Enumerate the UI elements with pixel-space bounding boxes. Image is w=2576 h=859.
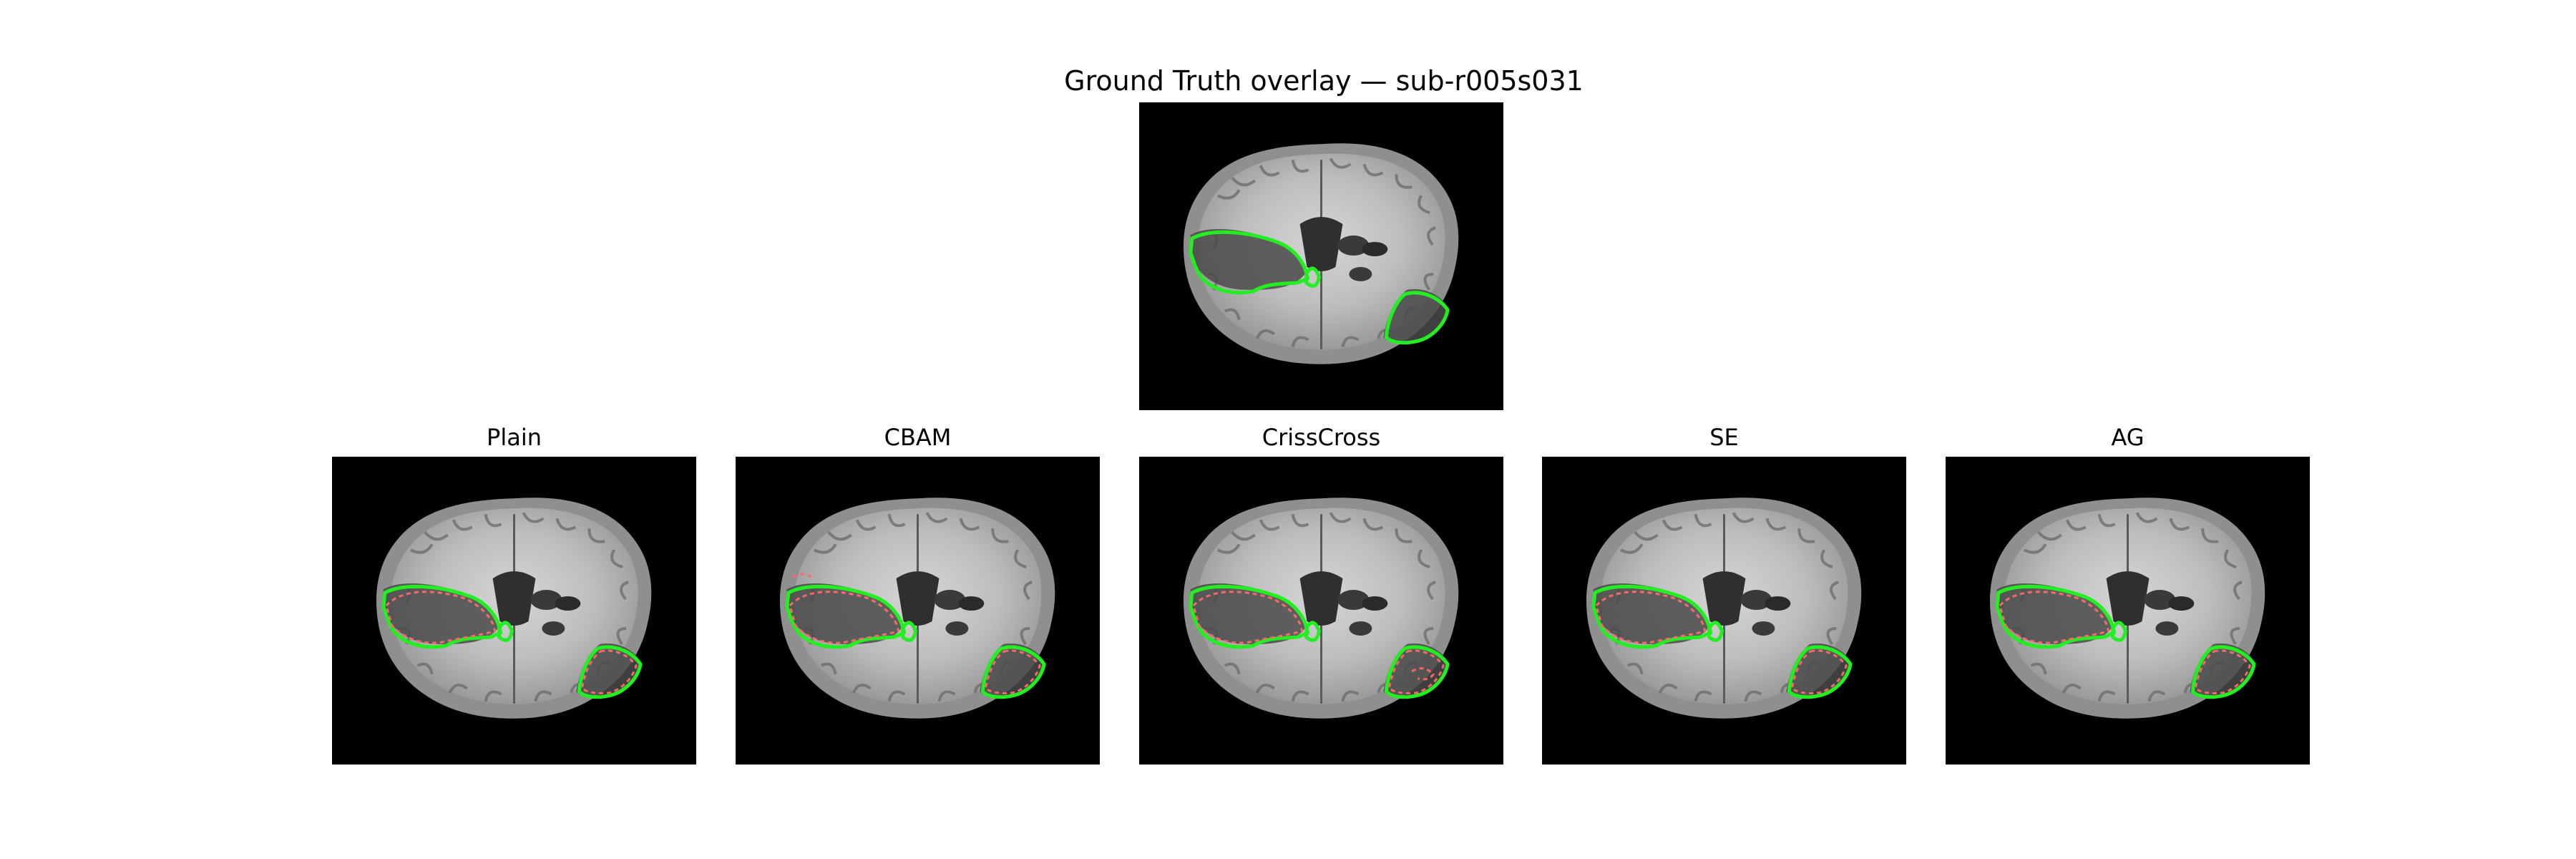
panel-title-se: SE [1709,424,1739,451]
panel-title-ag: AG [2111,424,2145,451]
brain-slice-image [1584,496,1863,720]
panel-plain [332,457,696,765]
ground-truth-panel [1139,102,1503,410]
panel-title-plain: Plain [487,424,542,451]
panel-crisscross [1139,457,1503,765]
brain-slice-image [1181,496,1460,720]
brain-slice-image [1988,496,2267,720]
panel-cbam [736,457,1100,765]
brain-slice-image [1181,142,1460,366]
panel-title-cbam: CBAM [884,424,952,451]
panel-title-crisscross: CrissCross [1262,424,1381,451]
brain-slice-image [778,496,1057,720]
figure-title: Ground Truth overlay — sub-r005s031 [1064,65,1584,97]
brain-slice-image [374,496,653,720]
panel-ag [1946,457,2310,765]
panel-se [1542,457,1906,765]
